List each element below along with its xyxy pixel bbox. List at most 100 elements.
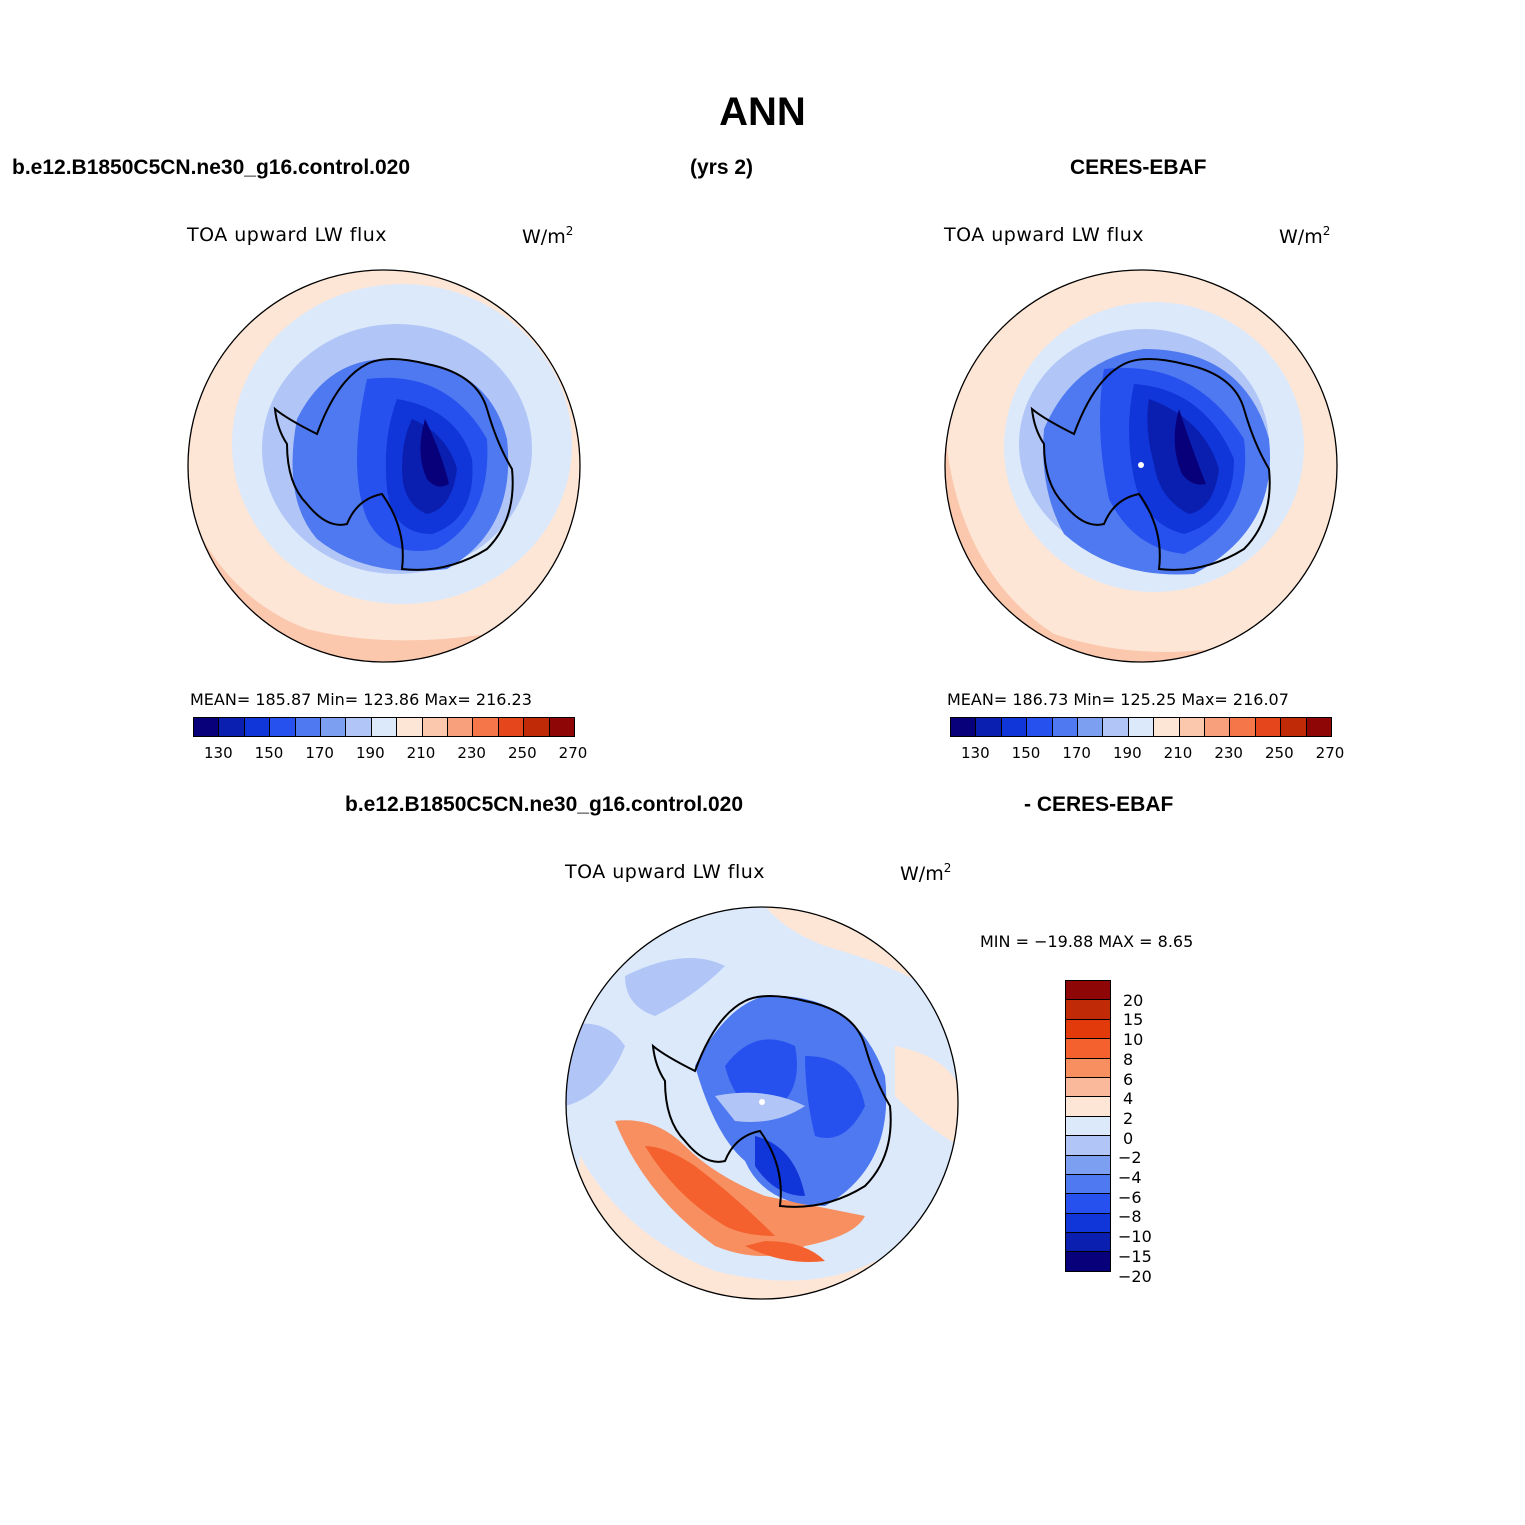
panel-diff-units: W/m2 <box>900 861 952 885</box>
obs-colorbar-swatch <box>1052 718 1079 736</box>
diff-colorbar-swatch <box>1066 1174 1110 1195</box>
obs-colorbar-label: 250 <box>1265 744 1294 762</box>
diff-colorbar-swatch <box>1066 1116 1110 1137</box>
model-colorbar-swatch <box>194 718 220 736</box>
model-colorbar-label: 230 <box>457 744 486 762</box>
diff-colorbar-label: −2 <box>1118 1148 1142 1168</box>
obs-colorbar-swatch <box>1230 718 1256 736</box>
panel-model-title: TOA upward LW flux <box>187 224 388 246</box>
diff-map <box>565 906 959 1300</box>
diff-colorbar <box>1065 980 1111 1272</box>
obs-colorbar-label: 210 <box>1163 744 1193 762</box>
years-header: (yrs 2) <box>690 156 754 179</box>
model-colorbar-label: 190 <box>356 744 385 762</box>
diff-colorbar-label: 15 <box>1123 1010 1144 1030</box>
diff-colorbar-label: 6 <box>1123 1069 1134 1089</box>
model-colorbar-swatch <box>270 718 296 736</box>
figure-title: ANN <box>719 90 806 134</box>
diff-colorbar-label: −10 <box>1118 1227 1152 1247</box>
diff-colorbar-label: −8 <box>1118 1207 1142 1227</box>
panel-model-units: W/m2 <box>522 224 574 248</box>
diff-colorbar-label: −4 <box>1118 1168 1142 1187</box>
model-colorbar-swatch <box>422 718 449 736</box>
model-colorbar-swatch <box>219 718 245 736</box>
panel-obs-units: W/m2 <box>1279 224 1331 248</box>
obs-colorbar-label: 150 <box>1011 744 1041 762</box>
obs-map <box>944 269 1338 663</box>
model-colorbar-swatch <box>244 718 271 736</box>
obs-colorbar-swatch <box>1306 718 1332 736</box>
obs-colorbar-swatch <box>1281 718 1307 736</box>
model-colorbar-swatch <box>498 718 525 736</box>
diff-colorbar-swatch <box>1066 1019 1110 1040</box>
model-colorbar-label: 210 <box>406 744 436 762</box>
model-colorbar-label: 150 <box>254 744 284 762</box>
model-colorbar-label: 170 <box>305 744 334 762</box>
model-colorbar-swatch <box>397 718 423 736</box>
diff-colorbar-swatch <box>1066 1194 1110 1214</box>
obs-colorbar-swatch <box>1001 718 1028 736</box>
diff-colorbar-label: −20 <box>1118 1266 1152 1286</box>
panel-obs-stats: MEAN= 186.73 Min= 125.25 Max= 216.07 <box>947 690 1289 709</box>
obs-colorbar-swatch <box>1103 718 1129 736</box>
model-map <box>187 269 581 663</box>
diff-case-header: b.e12.B1850C5CN.ne30_g16.control.020 <box>345 793 744 816</box>
obs-colorbar-label: 170 <box>1062 744 1091 762</box>
model-colorbar-label: 130 <box>204 744 233 762</box>
panel-diff-title: TOA upward LW flux <box>565 861 766 883</box>
model-colorbar-label: 250 <box>508 744 537 762</box>
model-colorbar-swatch <box>346 718 372 736</box>
diff-colorbar-label: −15 <box>1118 1246 1152 1266</box>
obs-colorbar-swatch <box>1078 718 1104 736</box>
model-colorbar-swatch <box>473 718 499 736</box>
model-colorbar-label: 270 <box>558 744 588 762</box>
diff-colorbar-swatch <box>1066 1039 1110 1059</box>
obs-colorbar-label: 230 <box>1214 744 1243 762</box>
obs-colorbar-labels: 130 150 170 190 210 230 250 270 <box>950 744 1344 764</box>
model-colorbar-swatch <box>524 718 550 736</box>
model-colorbar-swatch <box>321 718 347 736</box>
diff-colorbar-swatch <box>1066 1097 1110 1117</box>
obs-colorbar-swatch <box>951 718 977 736</box>
panel-model-stats: MEAN= 185.87 Min= 123.86 Max= 216.23 <box>190 690 532 709</box>
obs-colorbar-swatch <box>1154 718 1180 736</box>
diff-colorbar-label: 20 <box>1123 990 1144 1010</box>
obs-colorbar <box>950 717 1332 737</box>
obs-header: CERES-EBAF <box>1070 156 1207 179</box>
panel-obs-title: TOA upward LW flux <box>944 224 1145 246</box>
model-colorbar <box>193 717 575 737</box>
diff-colorbar-swatch <box>1066 1077 1110 1098</box>
diff-colorbar-label: 10 <box>1123 1030 1144 1050</box>
obs-colorbar-label: 190 <box>1113 744 1142 762</box>
model-colorbar-swatch <box>371 718 398 736</box>
diff-colorbar-swatch <box>1066 981 1110 1001</box>
diff-colorbar-label: 4 <box>1123 1089 1134 1109</box>
diff-colorbar-swatch <box>1066 1136 1110 1156</box>
diff-colorbar-swatch <box>1066 1155 1110 1175</box>
obs-colorbar-swatch <box>1255 718 1282 736</box>
model-colorbar-swatch <box>448 718 474 736</box>
model-colorbar-labels: 130 150 170 190 210 230 250 270 <box>193 744 587 764</box>
obs-colorbar-swatch <box>1179 718 1206 736</box>
obs-colorbar-swatch <box>976 718 1002 736</box>
diff-colorbar-label: −6 <box>1118 1187 1142 1207</box>
panel-diff-stats: MIN = −19.88 MAX = 8.65 <box>980 932 1194 951</box>
diff-colorbar-swatch <box>1066 1252 1110 1271</box>
obs-colorbar-label: 130 <box>961 744 990 762</box>
model-case-header: b.e12.B1850C5CN.ne30_g16.control.020 <box>12 156 411 179</box>
obs-colorbar-label: 270 <box>1315 744 1345 762</box>
diff-obs-header: - CERES-EBAF <box>1024 793 1174 816</box>
diff-colorbar-swatch <box>1066 1213 1110 1234</box>
model-colorbar-swatch <box>549 718 575 736</box>
diff-colorbar-swatch <box>1066 1233 1110 1253</box>
model-colorbar-swatch <box>295 718 322 736</box>
obs-colorbar-swatch <box>1027 718 1053 736</box>
diff-colorbar-labels: 20 15 10 8 6 4 2 0 −2 −4 −6 −8 −10 −15 −20 <box>1118 980 1178 1300</box>
diff-colorbar-swatch <box>1066 1058 1110 1078</box>
diff-colorbar-label: 0 <box>1123 1128 1134 1148</box>
diff-colorbar-swatch <box>1066 1000 1110 1020</box>
obs-colorbar-swatch <box>1205 718 1231 736</box>
diff-colorbar-label: 2 <box>1123 1108 1134 1128</box>
obs-colorbar-swatch <box>1128 718 1155 736</box>
diff-colorbar-label: 8 <box>1123 1049 1134 1069</box>
